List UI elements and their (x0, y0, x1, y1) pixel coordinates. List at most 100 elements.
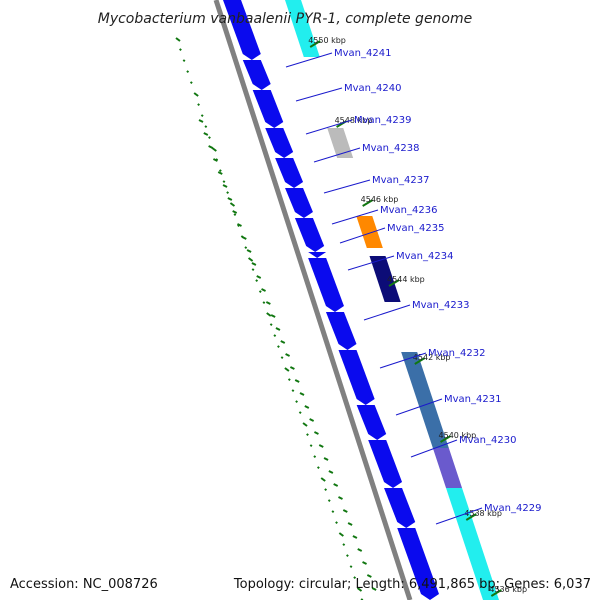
title: Mycobacterium vanbaalenii PYR-1, complet… (98, 11, 473, 27)
gc-dash (356, 587, 363, 592)
gene-label[interactable]: Mvan_4235 (387, 223, 444, 234)
kbp-tick-mark (362, 199, 374, 207)
gc-dash (346, 554, 349, 558)
kbp-tick-mark (309, 40, 321, 48)
gc-dash (248, 257, 254, 262)
kbp-ticks: 4550 kbp 4548 kbp 4546 kbp 4544 kbp 4542 kbp… (308, 36, 527, 597)
gene-label[interactable]: Mvan_4233 (412, 300, 469, 311)
gc-dash (222, 180, 226, 183)
gc-dash-inner (318, 444, 324, 448)
gene-label[interactable]: Mvan_4230 (459, 435, 516, 446)
gc-dash (193, 92, 199, 97)
gc-dash-inner (371, 587, 377, 591)
feature-lavender (432, 448, 463, 488)
gc-dash-inner (304, 405, 310, 409)
cds-arrow-2 (252, 90, 284, 128)
gene-label[interactable]: Mvan_4236 (380, 205, 437, 216)
gc-dash (291, 389, 295, 393)
gene-label[interactable]: Mvan_4229 (484, 503, 541, 514)
gc-dash (179, 48, 182, 51)
feature-navy (369, 256, 401, 302)
cds-arrow-5 (285, 188, 313, 218)
gene-labels: Mvan_4241 Mvan_4240 Mvan_4239 Mvan_4238 Mvan… (285, 48, 541, 525)
cds-arrow-8 (308, 258, 344, 312)
gene-label[interactable]: Mvan_4239 (354, 115, 411, 126)
gc-dash-inner (212, 158, 218, 162)
kbp-tick-mark (440, 435, 452, 443)
gc-dash (211, 147, 217, 152)
gc-dash (280, 356, 284, 360)
cds-arrow-7 (306, 252, 327, 258)
cds-arrow-11 (356, 405, 387, 440)
gc-dash-inner (227, 197, 233, 201)
gc-dash (204, 125, 208, 128)
cds-arrow-1 (242, 60, 271, 90)
gene-label[interactable]: Mvan_4237 (372, 175, 429, 186)
cds-arrow-3 (265, 128, 294, 158)
gene-label[interactable]: Mvan_4231 (444, 394, 501, 405)
gc-dash (273, 334, 277, 338)
gc-dash-inner (280, 340, 286, 344)
gc-dash (316, 466, 320, 470)
gc-dash-inner (246, 249, 252, 253)
gene-label[interactable]: Mvan_4241 (334, 48, 391, 59)
gc-dash-inner (208, 145, 214, 149)
gc-dash (349, 565, 353, 569)
gc-dash (251, 268, 255, 272)
gc-dash (244, 246, 248, 249)
kbp-tick-label: 4540 kbp (439, 431, 477, 440)
gc-dash (262, 301, 266, 305)
gc-dash-inner (294, 379, 300, 383)
kbp-tick-mark (490, 589, 502, 597)
gc-dash (255, 279, 259, 283)
gc-dash-inner (232, 210, 238, 214)
cds-arrow-9 (325, 312, 357, 350)
kbp-tick-label: 4548 kbp (335, 116, 373, 125)
gene-leader-line (295, 87, 343, 102)
gc-dash-inner (299, 392, 305, 396)
gene-label[interactable]: Mvan_4234 (396, 251, 453, 262)
gc-dash-inner (338, 496, 343, 500)
gene-label[interactable]: Mvan_4232 (428, 348, 485, 359)
feature-steel (401, 352, 449, 448)
accession-label: Accession: NC_008726 (10, 577, 158, 592)
gene-leader-line (313, 147, 361, 163)
cds-arrow-6 (294, 218, 325, 252)
gc-dash (208, 136, 211, 139)
gc-dash (266, 312, 272, 317)
gc-dash-inner (198, 119, 204, 123)
gene-leader-line (323, 179, 371, 194)
kbp-tick-label: 4538 kbp (464, 509, 502, 518)
gc-dash-inner (362, 561, 367, 565)
gene-leader-line (410, 439, 458, 458)
kbp-tick-label: 4544 kbp (387, 275, 425, 284)
gene-leader-line (339, 227, 386, 244)
cds-track (223, 0, 439, 600)
gc-dash-inner (285, 353, 291, 357)
kbp-tick-mark (414, 357, 426, 365)
gc-dash-inner (241, 236, 247, 240)
gc-dash-inner (366, 574, 372, 578)
gc-dash-inner (217, 171, 223, 175)
kbp-tick-label: 4542 kbp (413, 353, 451, 362)
gc-dash (189, 81, 193, 84)
gc-dash (197, 103, 200, 106)
gc-dash-inner (237, 223, 242, 227)
cds-arrow-4 (275, 158, 304, 188)
feature-orange (356, 216, 383, 248)
gene-label[interactable]: Mvan_4238 (362, 143, 419, 154)
gc-dash-inner (328, 470, 334, 474)
feature-cyan-top (285, 0, 320, 57)
cds-arrow-14 (397, 528, 439, 600)
gc-dash (302, 422, 308, 427)
gc-dash (327, 499, 331, 503)
gene-label[interactable]: Mvan_4240 (344, 83, 401, 94)
gc-dash-inner (270, 314, 276, 318)
gene-leader-line (347, 255, 395, 271)
gc-dash-inner (357, 548, 363, 552)
gene-leader-line (435, 507, 483, 525)
gc-dash (233, 213, 237, 216)
gc-dash-inner (333, 483, 339, 487)
gene-leader-line (379, 352, 427, 369)
